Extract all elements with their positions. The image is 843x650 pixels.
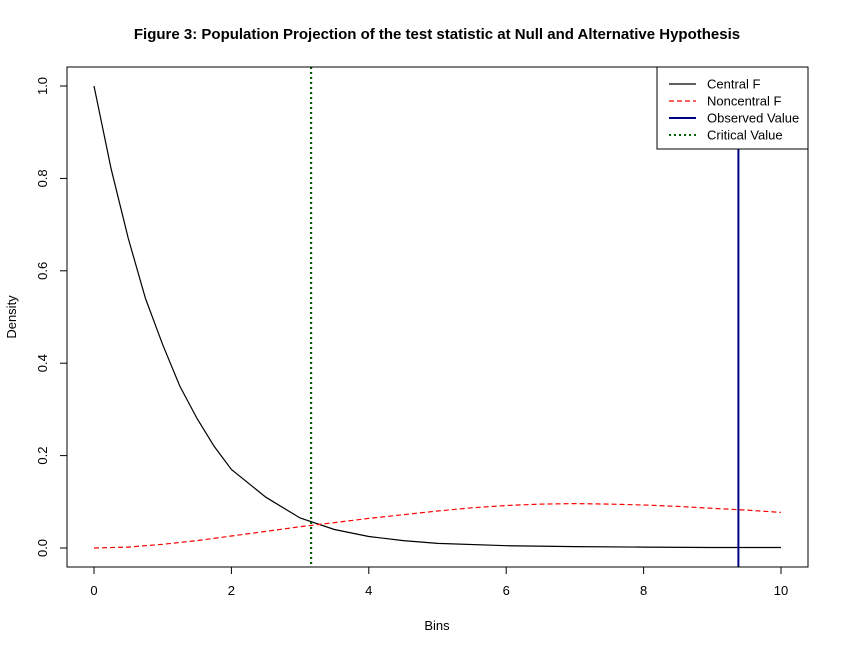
x-axis-label: Bins: [424, 618, 450, 633]
x-tick-label: 4: [365, 583, 372, 598]
legend: Central F Noncentral F Observed Value Criti…: [656, 66, 809, 150]
y-tick-label: 0.0: [35, 539, 50, 557]
series-noncentral-f-line: [93, 502, 782, 549]
plot-layer: [93, 67, 782, 567]
series-central-f-line: [93, 85, 781, 549]
y-tick-label: 0.8: [35, 169, 50, 187]
y-tick-label: 0.4: [35, 354, 50, 372]
x-tick-label: 8: [640, 583, 647, 598]
y-tick-label: 0.6: [35, 262, 50, 280]
chart-title: Figure 3: Population Projection of the t…: [134, 26, 740, 43]
legend-label-noncentral-f: Noncentral F: [707, 94, 781, 109]
x-tick-label: 0: [90, 583, 97, 598]
x-tick-label: 6: [503, 583, 510, 598]
legend-label-central-f: Central F: [707, 77, 761, 92]
legend-label-observed-value: Observed Value: [707, 111, 799, 126]
x-axis: 0 2 4 6 8 10: [90, 566, 788, 598]
y-axis: 0.0 0.2 0.4 0.6 0.8 1.0: [35, 77, 68, 557]
x-tick-label: 2: [228, 583, 235, 598]
legend-box: [656, 66, 809, 150]
y-tick-label: 1.0: [35, 77, 50, 95]
y-axis-label: Density: [4, 295, 19, 339]
x-tick-label: 10: [774, 583, 788, 598]
y-tick-label: 0.2: [35, 447, 50, 465]
legend-label-critical-value: Critical Value: [707, 128, 783, 143]
